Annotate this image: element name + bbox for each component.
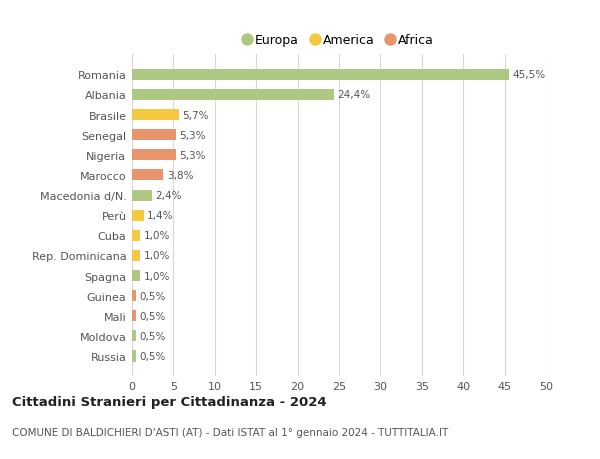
Text: 1,4%: 1,4%	[147, 211, 173, 221]
Text: 1,0%: 1,0%	[143, 271, 170, 281]
Bar	[132, 110, 179, 121]
Text: Cittadini Stranieri per Cittadinanza - 2024: Cittadini Stranieri per Cittadinanza - 2…	[12, 395, 326, 408]
Text: 0,5%: 0,5%	[139, 291, 166, 301]
Text: 1,0%: 1,0%	[143, 231, 170, 241]
Bar	[132, 330, 136, 341]
Text: 0,5%: 0,5%	[139, 311, 166, 321]
Bar	[132, 90, 334, 101]
Bar	[132, 351, 136, 362]
Text: 0,5%: 0,5%	[139, 331, 166, 341]
Text: 5,7%: 5,7%	[182, 110, 209, 120]
Text: 0,5%: 0,5%	[139, 351, 166, 361]
Bar	[132, 210, 143, 221]
Bar	[132, 311, 136, 322]
Bar	[132, 170, 163, 181]
Bar	[132, 230, 140, 241]
Text: 5,3%: 5,3%	[179, 151, 206, 161]
Bar	[132, 270, 140, 281]
Legend: Europa, America, Africa: Europa, America, Africa	[239, 29, 439, 52]
Text: 45,5%: 45,5%	[512, 70, 545, 80]
Bar	[132, 150, 176, 161]
Text: 1,0%: 1,0%	[143, 251, 170, 261]
Bar	[132, 190, 152, 201]
Bar	[132, 250, 140, 262]
Text: 24,4%: 24,4%	[337, 90, 370, 100]
Text: 2,4%: 2,4%	[155, 190, 182, 201]
Text: 5,3%: 5,3%	[179, 130, 206, 140]
Bar	[132, 291, 136, 302]
Bar	[132, 130, 176, 141]
Text: 3,8%: 3,8%	[167, 171, 193, 180]
Bar	[132, 70, 509, 81]
Text: COMUNE DI BALDICHIERI D'ASTI (AT) - Dati ISTAT al 1° gennaio 2024 - TUTTITALIA.I: COMUNE DI BALDICHIERI D'ASTI (AT) - Dati…	[12, 427, 448, 437]
